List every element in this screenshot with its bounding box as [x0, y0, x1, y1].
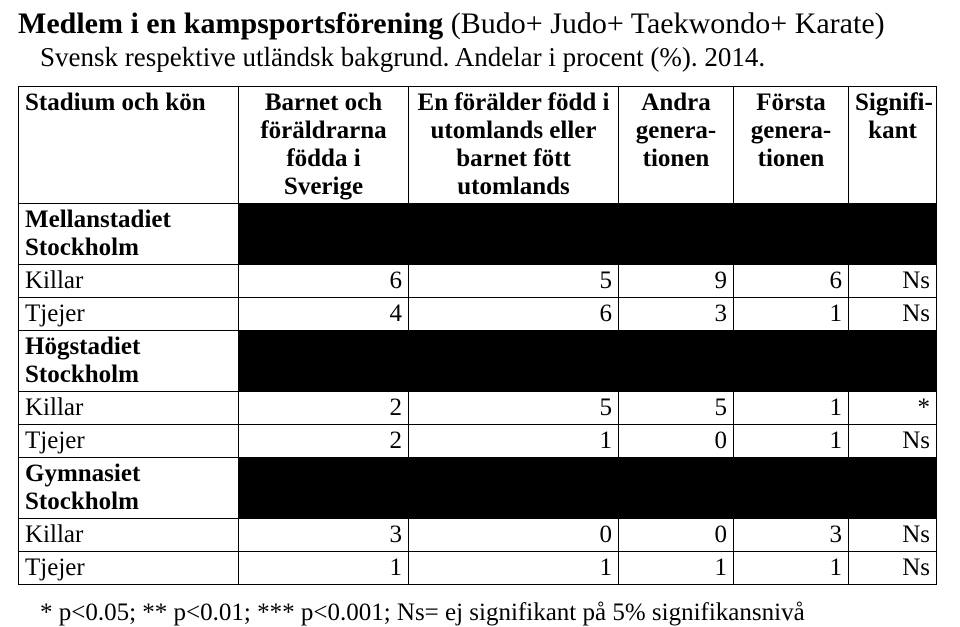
col-sverige: Barnet och föräldrarna födda i Sverige: [239, 86, 409, 203]
row-label: Killar: [19, 264, 239, 297]
table-cell: Ns: [849, 518, 937, 551]
black-cell: [619, 203, 734, 264]
table-cell: Ns: [849, 264, 937, 297]
table-row: Tjejer1111Ns: [19, 551, 937, 584]
table-cell: 5: [409, 264, 619, 297]
footnote: * p<0.05; ** p<0.01; *** p<0.001; Ns= ej…: [40, 599, 942, 627]
black-cell: [849, 330, 937, 391]
section-label: Mellanstadiet Stockholm: [19, 203, 239, 264]
row-label: Tjejer: [19, 297, 239, 330]
title-bold: Medlem i en kampsportsförening: [18, 7, 443, 40]
table-cell: 4: [239, 297, 409, 330]
table-cell: 3: [619, 297, 734, 330]
table-cell: 1: [734, 551, 849, 584]
table-cell: 6: [239, 264, 409, 297]
table-row: Tjejer4631Ns: [19, 297, 937, 330]
table-cell: 0: [409, 518, 619, 551]
table-section-row: Mellanstadiet Stockholm: [19, 203, 937, 264]
black-cell: [619, 330, 734, 391]
table-cell: Ns: [849, 297, 937, 330]
page-subtitle: Svensk respektive utländsk bakgrund. And…: [40, 41, 942, 73]
table-row: Tjejer2101Ns: [19, 424, 937, 457]
table-cell: 5: [409, 391, 619, 424]
title-rest: (Budo+ Judo+ Taekwondo+ Karate): [443, 7, 884, 40]
row-label: Killar: [19, 391, 239, 424]
black-cell: [409, 203, 619, 264]
table-cell: 0: [619, 424, 734, 457]
table-cell: 0: [619, 518, 734, 551]
black-cell: [239, 330, 409, 391]
col-stadium: Stadium och kön: [19, 86, 239, 203]
table-row: Killar2551*: [19, 391, 937, 424]
table-cell: 2: [239, 391, 409, 424]
table-row: Killar6596Ns: [19, 264, 937, 297]
table-section-row: Högstadiet Stockholm: [19, 330, 937, 391]
table-cell: 5: [619, 391, 734, 424]
table-cell: 1: [734, 297, 849, 330]
col-en-foralder: En förälder född i utomlands eller barne…: [409, 86, 619, 203]
table-cell: 6: [734, 264, 849, 297]
table-cell: *: [849, 391, 937, 424]
row-label: Tjejer: [19, 424, 239, 457]
table-cell: 3: [239, 518, 409, 551]
table-cell: 3: [734, 518, 849, 551]
black-cell: [734, 457, 849, 518]
table-cell: 1: [734, 424, 849, 457]
page-title: Medlem i en kampsportsförening (Budo+ Ju…: [18, 6, 942, 41]
table-section-row: Gymnasiet Stockholm: [19, 457, 937, 518]
table-row: Killar3003Ns: [19, 518, 937, 551]
row-label: Killar: [19, 518, 239, 551]
table-cell: 2: [239, 424, 409, 457]
col-andra-gen: Andra genera-tionen: [619, 86, 734, 203]
table-cell: 1: [619, 551, 734, 584]
black-cell: [734, 203, 849, 264]
row-label: Tjejer: [19, 551, 239, 584]
section-label: Gymnasiet Stockholm: [19, 457, 239, 518]
table-cell: 1: [409, 424, 619, 457]
col-signif: Signifi-kant: [849, 86, 937, 203]
section-label: Högstadiet Stockholm: [19, 330, 239, 391]
table-cell: 1: [239, 551, 409, 584]
data-table: Stadium och kön Barnet och föräldrarna f…: [18, 86, 937, 585]
table-cell: 6: [409, 297, 619, 330]
black-cell: [409, 457, 619, 518]
black-cell: [619, 457, 734, 518]
black-cell: [409, 330, 619, 391]
table-header-row: Stadium och kön Barnet och föräldrarna f…: [19, 86, 937, 203]
black-cell: [239, 457, 409, 518]
black-cell: [849, 457, 937, 518]
table-cell: 9: [619, 264, 734, 297]
table-cell: Ns: [849, 551, 937, 584]
col-forsta-gen: Första genera-tionen: [734, 86, 849, 203]
black-cell: [239, 203, 409, 264]
table-cell: 1: [734, 391, 849, 424]
black-cell: [734, 330, 849, 391]
table-cell: Ns: [849, 424, 937, 457]
black-cell: [849, 203, 937, 264]
table-cell: 1: [409, 551, 619, 584]
